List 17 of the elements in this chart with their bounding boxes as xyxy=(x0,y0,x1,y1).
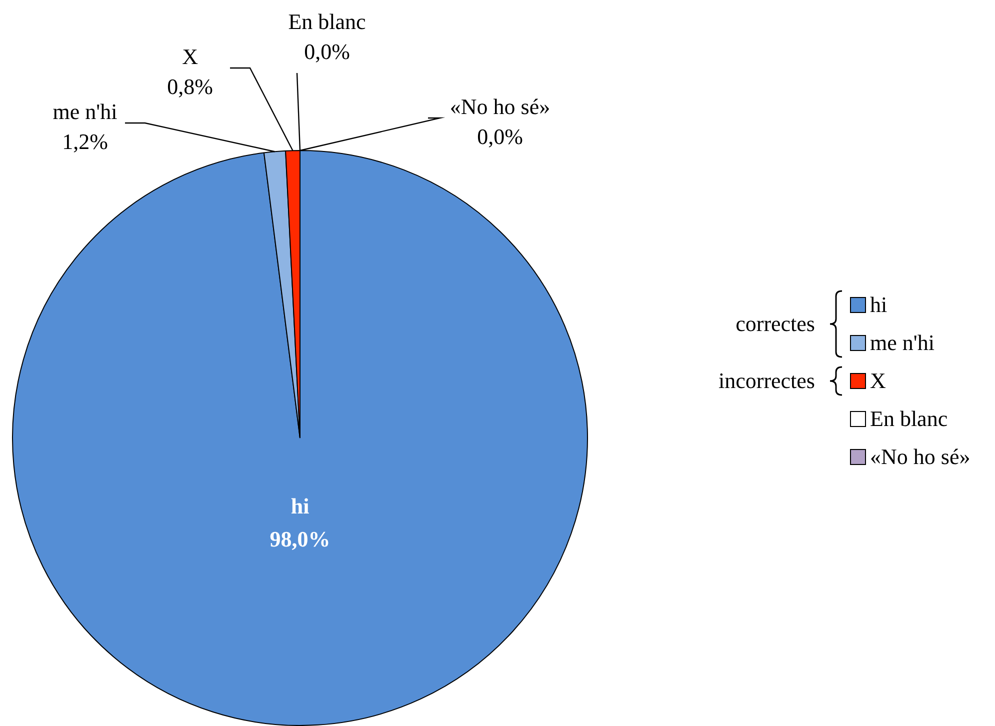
text: 0,0% xyxy=(304,38,350,64)
data-label: 98,0% xyxy=(270,526,330,552)
legend-label: X xyxy=(870,368,886,394)
slice-label: X xyxy=(182,44,198,69)
category-label: En blanc xyxy=(288,8,366,34)
data-label: 0,8% xyxy=(167,74,213,99)
legend-label: hi xyxy=(870,292,888,318)
data-label: 1,2% xyxy=(62,128,108,154)
legend-label: «No ho sé» xyxy=(870,444,970,470)
text: 0,0% xyxy=(477,124,523,149)
text: correctes xyxy=(734,310,815,338)
slice-label: hi xyxy=(290,494,310,519)
slice-label: me n'hi xyxy=(52,98,118,124)
text: incorrectes xyxy=(718,367,815,395)
legend-label: En blanc xyxy=(870,406,948,432)
category-label: «No ho sé» xyxy=(450,94,550,119)
legend-label: me n'hi xyxy=(870,330,934,356)
